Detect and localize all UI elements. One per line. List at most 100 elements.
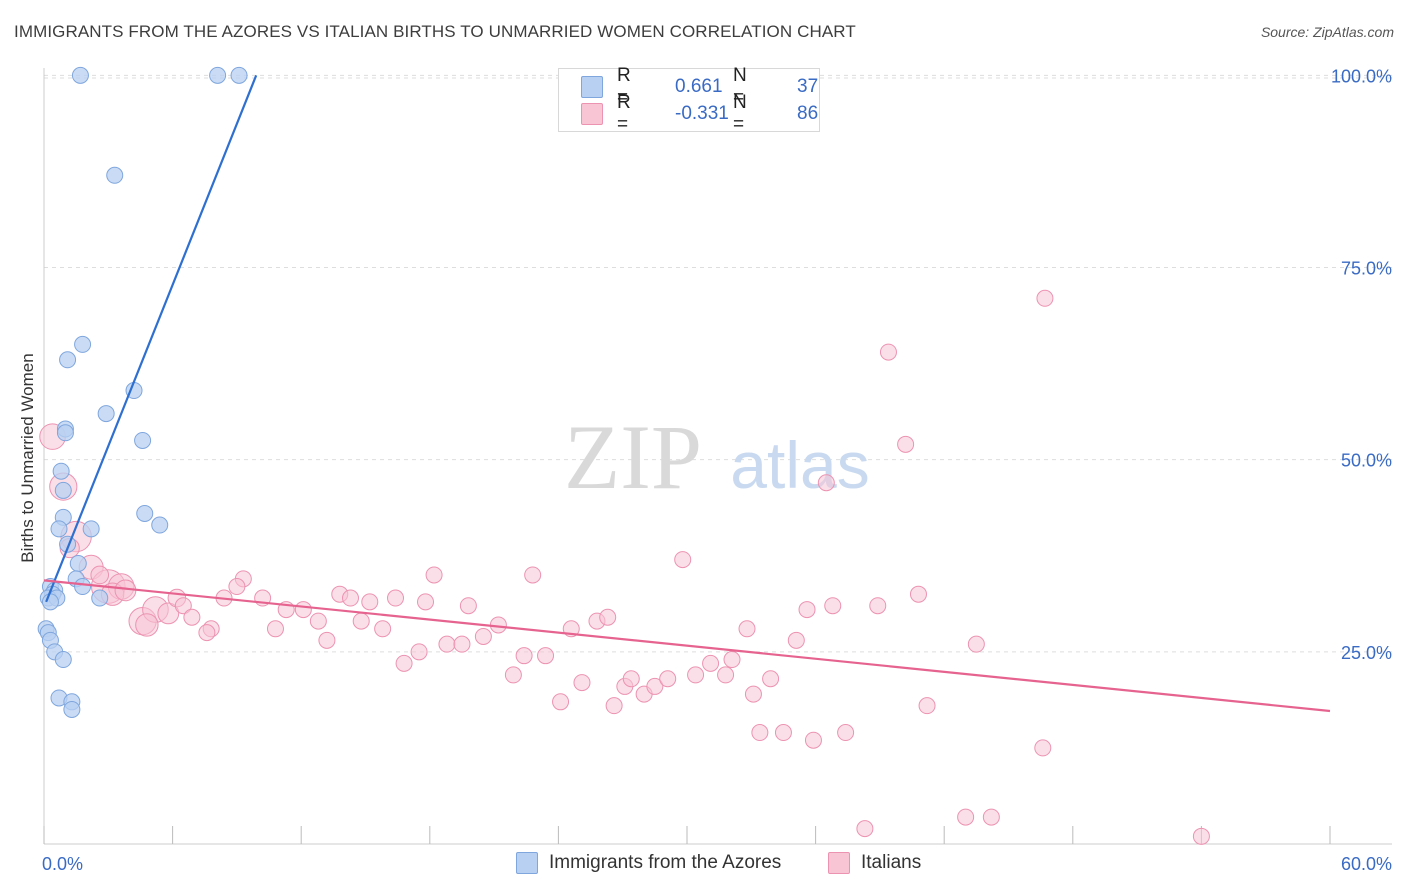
italians-point	[702, 654, 720, 672]
italians-point	[504, 666, 522, 684]
legend-item-italians[interactable]: Italians	[828, 852, 921, 874]
watermark-zip: ZIP	[564, 406, 702, 508]
series-italians	[39, 289, 1210, 845]
grid-lines	[44, 74, 1392, 653]
italians-point	[762, 670, 780, 688]
legend-n-value: 86	[797, 103, 819, 124]
italians-point	[294, 601, 312, 619]
italians-point	[524, 566, 542, 584]
italians-point	[318, 631, 336, 649]
x-tick-label-max: 60.0%	[1341, 854, 1392, 874]
azores-point	[97, 405, 115, 423]
italians-point	[967, 635, 985, 653]
azores-point	[59, 351, 77, 369]
azores-point	[71, 66, 89, 84]
legend-item-azores[interactable]: Immigrants from the Azores	[516, 852, 781, 874]
italians-point	[918, 697, 936, 715]
azores-point	[54, 481, 72, 499]
italians-point	[157, 602, 180, 625]
legend-r-label: R =	[617, 92, 631, 135]
italians-point	[341, 589, 359, 607]
trend-lines	[43, 74, 1331, 713]
italians-point	[266, 620, 284, 638]
italians-point	[837, 724, 855, 742]
italians-point	[309, 612, 327, 630]
y-tick-label: 25.0%	[1341, 643, 1392, 663]
italians-point	[474, 627, 492, 645]
italians-point	[674, 551, 692, 569]
italians-point	[374, 620, 392, 638]
legend-r-label: R =	[617, 65, 631, 108]
azores-point	[151, 516, 169, 534]
italians-trend-line	[43, 579, 1331, 713]
series-legend: Immigrants from the Azores Italians	[0, 852, 1406, 878]
correlation-legend: R = 0.661 N = 37 R = -0.331 N = 86	[558, 65, 820, 135]
y-tick-label: 75.0%	[1341, 259, 1392, 279]
y-tick-label: 100.0%	[1331, 66, 1392, 86]
italians-point	[787, 631, 805, 649]
italians-point	[744, 685, 762, 703]
italians-point	[438, 635, 456, 653]
chart-title: IMMIGRANTS FROM THE AZORES VS ITALIAN BI…	[14, 22, 856, 41]
italians-point	[1034, 739, 1052, 757]
italians-point	[1036, 289, 1054, 307]
legend-r-value: 0.661	[675, 76, 723, 97]
italians-point	[646, 677, 664, 695]
italians-point	[198, 624, 216, 642]
azores-point	[230, 66, 248, 84]
azores-point	[74, 335, 92, 353]
italians-point	[817, 474, 835, 492]
azores-point	[74, 578, 92, 596]
italians-point	[361, 593, 379, 611]
italians-point	[622, 670, 640, 688]
legend-n-label: N =	[733, 92, 747, 135]
italians-point	[774, 724, 792, 742]
watermark: ZIP atlas	[564, 406, 870, 508]
legend-label-azores: Immigrants from the Azores	[549, 852, 782, 873]
italians-point	[717, 666, 735, 684]
italians-point	[723, 651, 741, 669]
italians-point	[425, 566, 443, 584]
italians-point	[552, 693, 570, 711]
italians-point	[798, 601, 816, 619]
azores-point	[136, 504, 154, 522]
italians-point	[982, 808, 1000, 826]
watermark-atlas: atlas	[730, 428, 869, 502]
legend-swatch-italians	[828, 852, 850, 874]
italians-point	[687, 666, 705, 684]
legend-swatch-azores	[516, 852, 538, 874]
italians-point	[573, 674, 591, 692]
italians-point	[515, 647, 533, 665]
italians-point	[605, 697, 623, 715]
italians-point	[537, 647, 555, 665]
axes	[43, 68, 1392, 845]
azores-point	[134, 431, 152, 449]
italians-point	[183, 608, 201, 626]
legend-swatch-italians	[581, 103, 603, 125]
italians-point	[228, 578, 246, 596]
legend-n-label: N =	[733, 65, 747, 108]
azores-point	[106, 166, 124, 184]
italians-point	[957, 808, 975, 826]
italians-point	[897, 435, 915, 453]
italians-point	[751, 724, 769, 742]
x-tick-label-min: 0.0%	[42, 854, 83, 874]
italians-point	[1192, 827, 1210, 845]
italians-point	[352, 612, 370, 630]
legend-swatch-azores	[581, 76, 603, 98]
source-label: Source: ZipAtlas.com	[1260, 24, 1394, 40]
azores-point	[56, 424, 74, 442]
azores-trend-line	[45, 74, 258, 603]
italians-point	[738, 620, 756, 638]
series-azores	[37, 66, 248, 718]
y-tick-label: 50.0%	[1341, 451, 1392, 471]
azores-point	[50, 520, 68, 538]
azores-point	[54, 651, 72, 669]
legend-r-value: -0.331	[675, 103, 729, 124]
azores-point	[41, 593, 59, 611]
italians-point	[410, 643, 428, 661]
italians-point	[174, 597, 192, 615]
legend-n-value: 37	[797, 76, 819, 97]
italians-point	[659, 670, 677, 688]
